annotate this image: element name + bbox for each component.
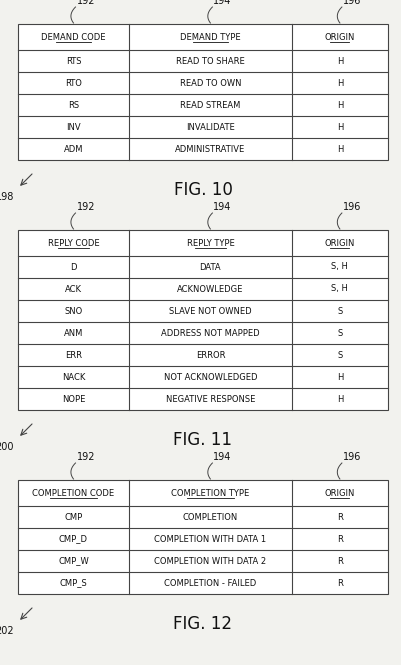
Text: 196: 196 xyxy=(342,0,360,6)
Text: 198: 198 xyxy=(0,192,14,202)
Text: H: H xyxy=(336,144,342,154)
Text: H: H xyxy=(336,100,342,110)
Text: COMPLETION CODE: COMPLETION CODE xyxy=(32,489,114,497)
Text: H: H xyxy=(336,78,342,88)
Text: DEMAND TYPE: DEMAND TYPE xyxy=(180,33,240,41)
Text: ERR: ERR xyxy=(65,350,82,360)
Text: H: H xyxy=(336,372,342,382)
Text: DEMAND CODE: DEMAND CODE xyxy=(41,33,105,41)
Text: ORIGIN: ORIGIN xyxy=(324,239,354,247)
Text: COMPLETION: COMPLETION xyxy=(182,513,237,521)
Text: COMPLETION TYPE: COMPLETION TYPE xyxy=(171,489,249,497)
Text: S: S xyxy=(336,329,342,338)
Text: NACK: NACK xyxy=(62,372,85,382)
Text: S, H: S, H xyxy=(331,263,348,271)
Text: ORIGIN: ORIGIN xyxy=(324,33,354,41)
Text: 196: 196 xyxy=(342,202,360,212)
Text: 200: 200 xyxy=(0,442,14,452)
Text: H: H xyxy=(336,57,342,65)
Text: ACK: ACK xyxy=(65,285,82,293)
Text: H: H xyxy=(336,122,342,132)
Text: 194: 194 xyxy=(213,452,231,462)
Text: R: R xyxy=(336,557,342,565)
Text: ANM: ANM xyxy=(64,329,83,338)
Text: 192: 192 xyxy=(76,0,95,6)
Text: RTS: RTS xyxy=(66,57,81,65)
Text: ACKNOWLEDGE: ACKNOWLEDGE xyxy=(177,285,243,293)
Text: S: S xyxy=(336,350,342,360)
Text: INV: INV xyxy=(66,122,81,132)
Text: CMP_S: CMP_S xyxy=(59,579,87,587)
Text: 202: 202 xyxy=(0,626,14,636)
Text: R: R xyxy=(336,535,342,543)
Text: R: R xyxy=(336,513,342,521)
Text: S, H: S, H xyxy=(331,285,348,293)
Text: SNO: SNO xyxy=(64,307,83,315)
Text: RTO: RTO xyxy=(65,78,82,88)
Text: COMPLETION WITH DATA 2: COMPLETION WITH DATA 2 xyxy=(154,557,266,565)
Text: INVALIDATE: INVALIDATE xyxy=(186,122,234,132)
Text: R: R xyxy=(336,579,342,587)
Text: ADDRESS NOT MAPPED: ADDRESS NOT MAPPED xyxy=(161,329,259,338)
Text: ADM: ADM xyxy=(64,144,83,154)
Text: 196: 196 xyxy=(342,452,360,462)
Text: DATA: DATA xyxy=(199,263,221,271)
Text: COMPLETION WITH DATA 1: COMPLETION WITH DATA 1 xyxy=(154,535,266,543)
Text: 194: 194 xyxy=(213,202,231,212)
Text: CMP_D: CMP_D xyxy=(59,535,88,543)
Bar xyxy=(18,24,387,160)
Text: FIG. 11: FIG. 11 xyxy=(173,431,232,449)
Text: READ TO OWN: READ TO OWN xyxy=(179,78,241,88)
Text: ADMINISTRATIVE: ADMINISTRATIVE xyxy=(175,144,245,154)
Text: SLAVE NOT OWNED: SLAVE NOT OWNED xyxy=(169,307,251,315)
Text: REPLY CODE: REPLY CODE xyxy=(48,239,99,247)
Text: NOPE: NOPE xyxy=(62,394,85,404)
Text: S: S xyxy=(336,307,342,315)
Text: FIG. 12: FIG. 12 xyxy=(173,615,232,633)
Text: 192: 192 xyxy=(76,452,95,462)
Text: REPLY TYPE: REPLY TYPE xyxy=(186,239,234,247)
Text: COMPLETION - FAILED: COMPLETION - FAILED xyxy=(164,579,256,587)
Text: 194: 194 xyxy=(213,0,231,6)
Text: NEGATIVE RESPONSE: NEGATIVE RESPONSE xyxy=(165,394,255,404)
Text: ERROR: ERROR xyxy=(195,350,225,360)
Text: READ TO SHARE: READ TO SHARE xyxy=(176,57,244,65)
Text: D: D xyxy=(70,263,77,271)
Text: CMP_W: CMP_W xyxy=(58,557,89,565)
Text: H: H xyxy=(336,394,342,404)
Text: RS: RS xyxy=(68,100,79,110)
Text: ORIGIN: ORIGIN xyxy=(324,489,354,497)
Bar xyxy=(18,480,387,594)
Text: NOT ACKNOWLEDGED: NOT ACKNOWLEDGED xyxy=(163,372,257,382)
Text: 192: 192 xyxy=(76,202,95,212)
Text: READ STREAM: READ STREAM xyxy=(180,100,240,110)
Text: FIG. 10: FIG. 10 xyxy=(173,181,232,199)
Bar xyxy=(18,230,387,410)
Text: CMP: CMP xyxy=(64,513,83,521)
